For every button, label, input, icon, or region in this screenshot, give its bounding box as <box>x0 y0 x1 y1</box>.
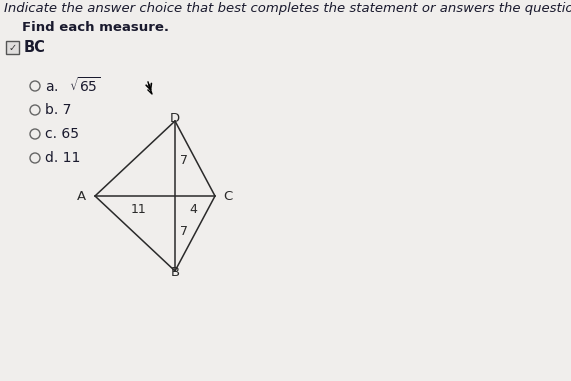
Text: C: C <box>223 189 232 202</box>
Text: 7: 7 <box>180 154 188 167</box>
Circle shape <box>30 105 40 115</box>
Text: Find each measure.: Find each measure. <box>22 21 169 34</box>
Text: $\mathrm{a.}\ \ \sqrt{65}$: $\mathrm{a.}\ \ \sqrt{65}$ <box>45 77 100 96</box>
Circle shape <box>30 129 40 139</box>
Text: 11: 11 <box>131 203 147 216</box>
Text: d. 11: d. 11 <box>45 151 81 165</box>
Text: 4: 4 <box>189 203 197 216</box>
Bar <box>6 41 19 54</box>
Text: D: D <box>170 112 180 125</box>
Text: A: A <box>77 189 86 202</box>
Text: Indicate the answer choice that best completes the statement or answers the ques: Indicate the answer choice that best com… <box>4 2 571 15</box>
Text: c. 65: c. 65 <box>45 127 79 141</box>
Text: b. 7: b. 7 <box>45 103 71 117</box>
Text: BC: BC <box>24 40 46 55</box>
Text: ✓: ✓ <box>9 43 17 53</box>
Text: B: B <box>170 266 179 279</box>
Circle shape <box>30 153 40 163</box>
Circle shape <box>30 81 40 91</box>
Text: 7: 7 <box>180 225 188 238</box>
